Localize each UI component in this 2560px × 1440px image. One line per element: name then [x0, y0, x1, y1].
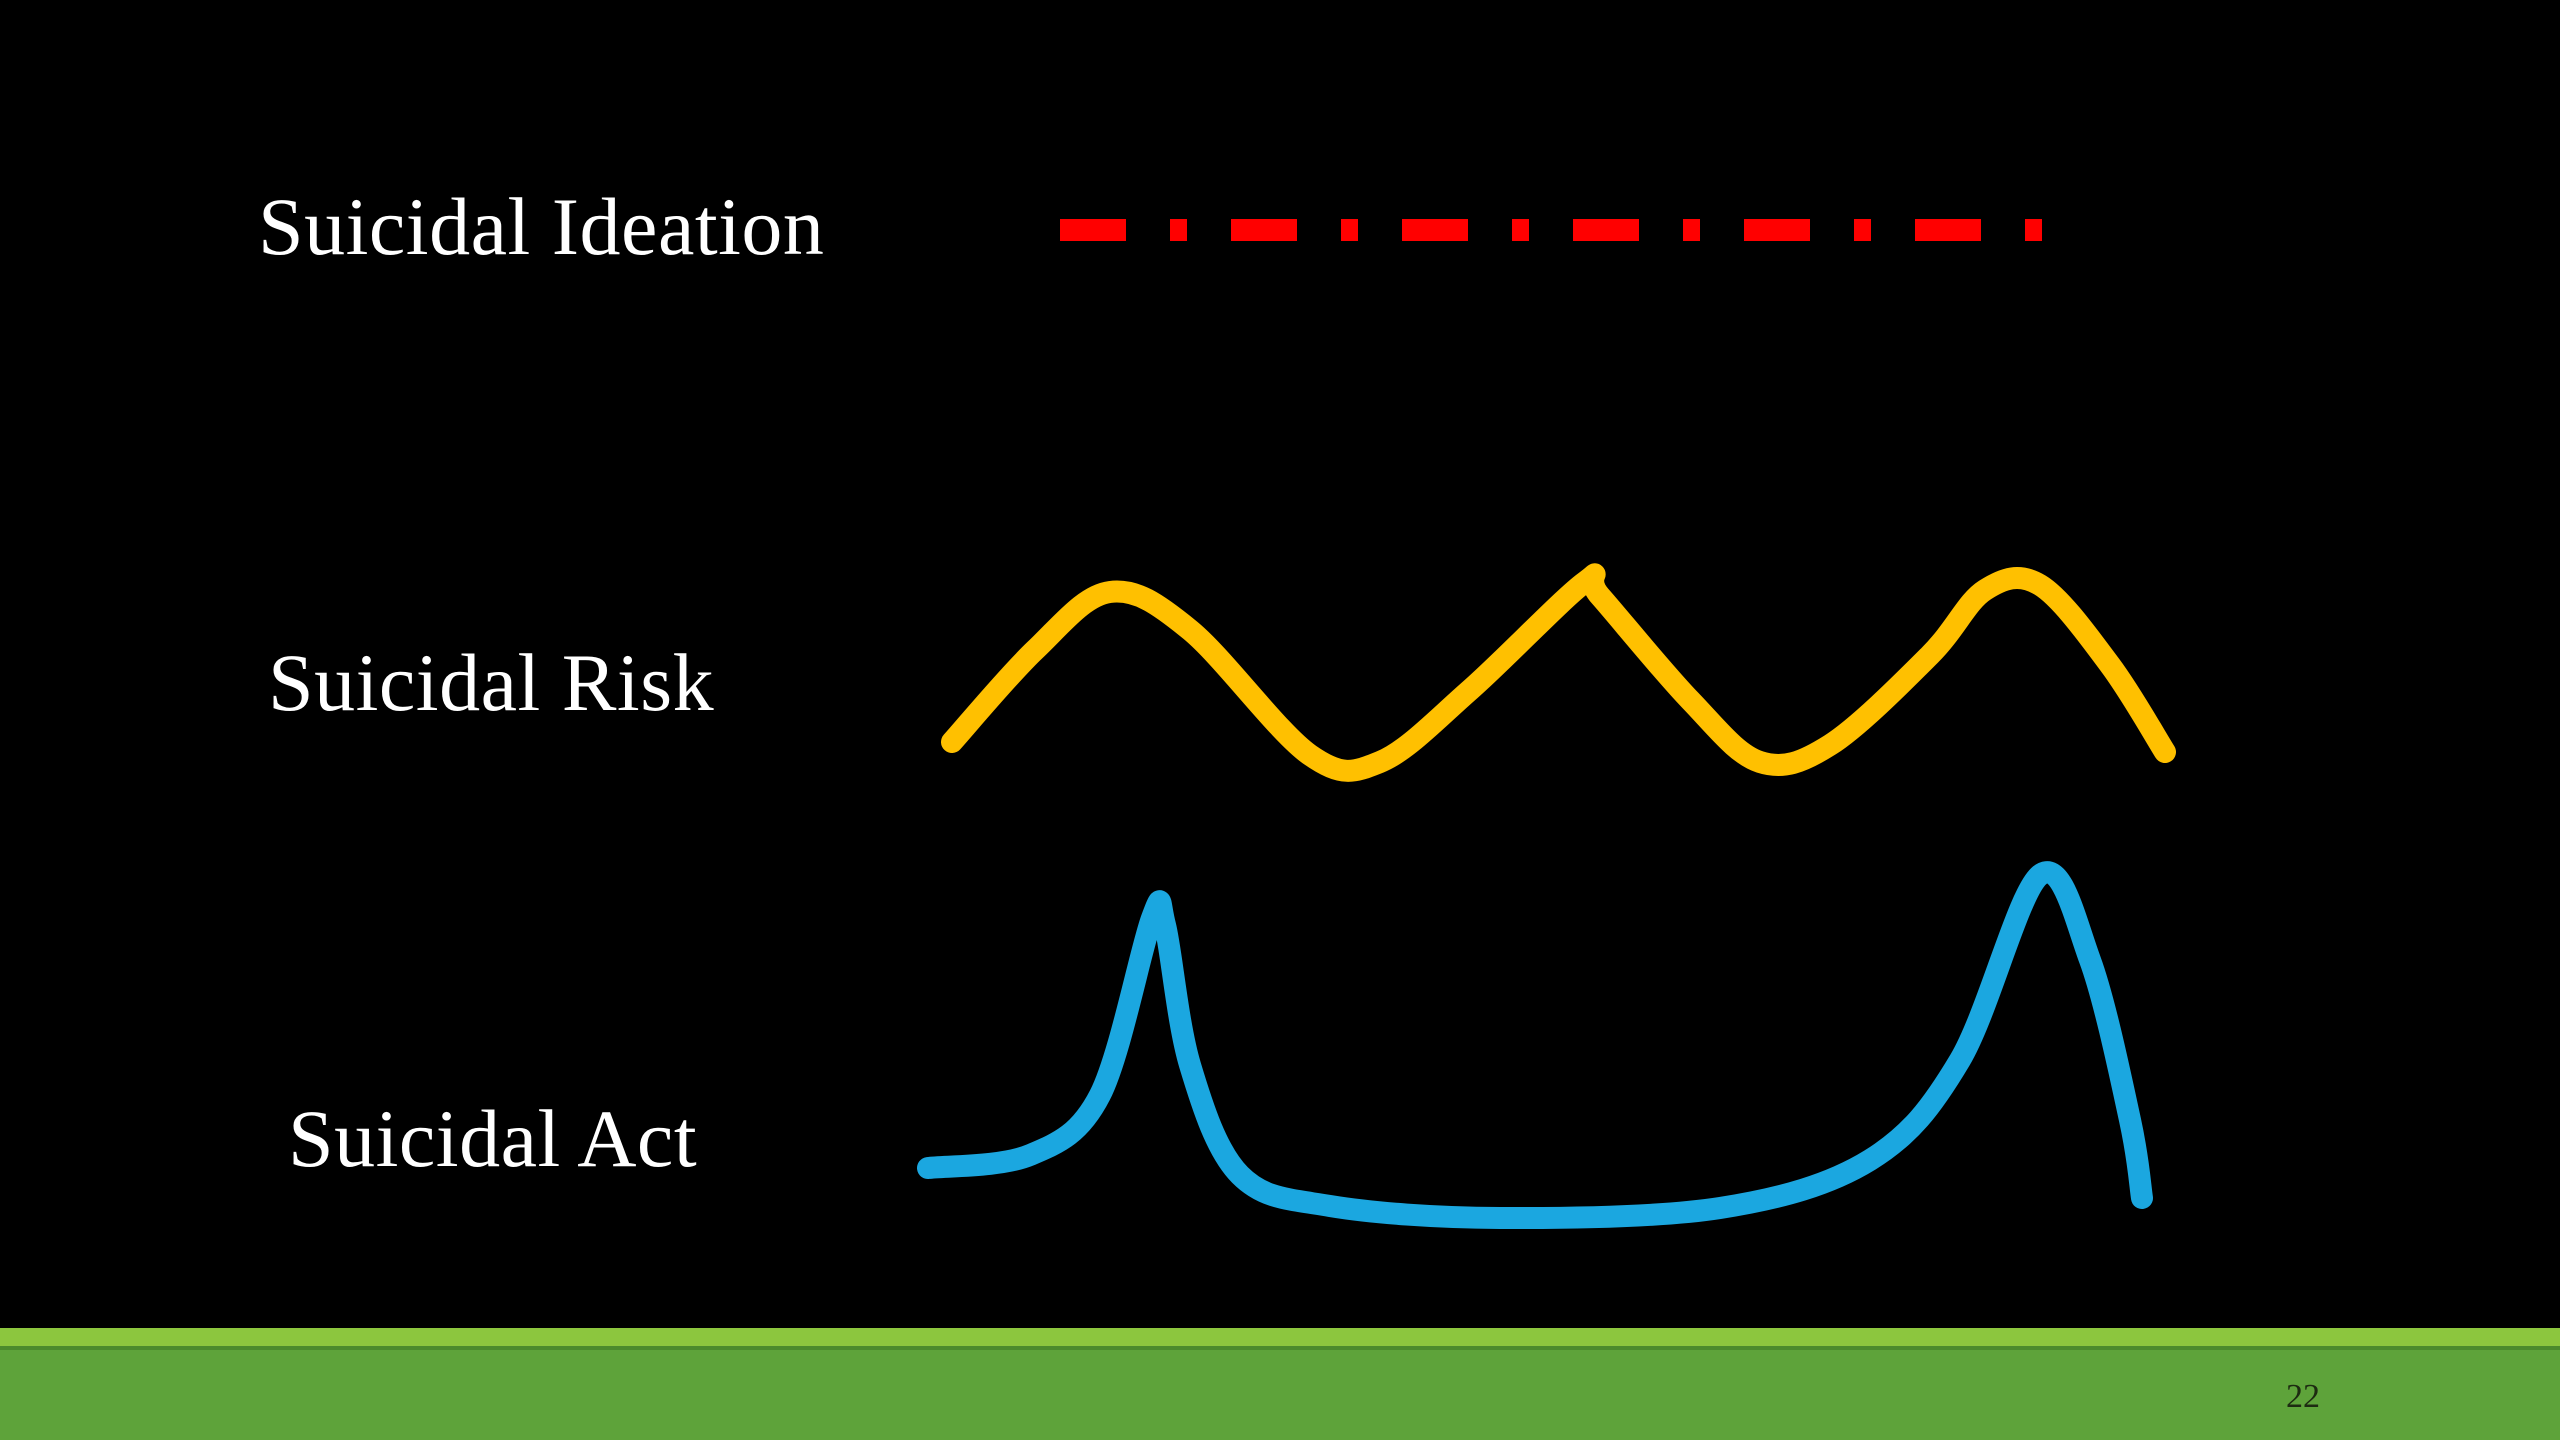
- curve-suicidal-act: [917, 861, 2153, 1230]
- label-suicidal-risk: Suicidal Risk: [268, 637, 715, 728]
- page-number: 22: [2286, 1378, 2320, 1415]
- footer-bar: 22: [0, 1328, 2560, 1440]
- label-suicidal-ideation: Suicidal Ideation: [258, 181, 825, 272]
- label-suicidal-act: Suicidal Act: [288, 1093, 698, 1184]
- footer-divider: [0, 1346, 2560, 1350]
- footer-accent-strip: [0, 1328, 2560, 1346]
- curve-suicidal-risk: [941, 563, 2176, 782]
